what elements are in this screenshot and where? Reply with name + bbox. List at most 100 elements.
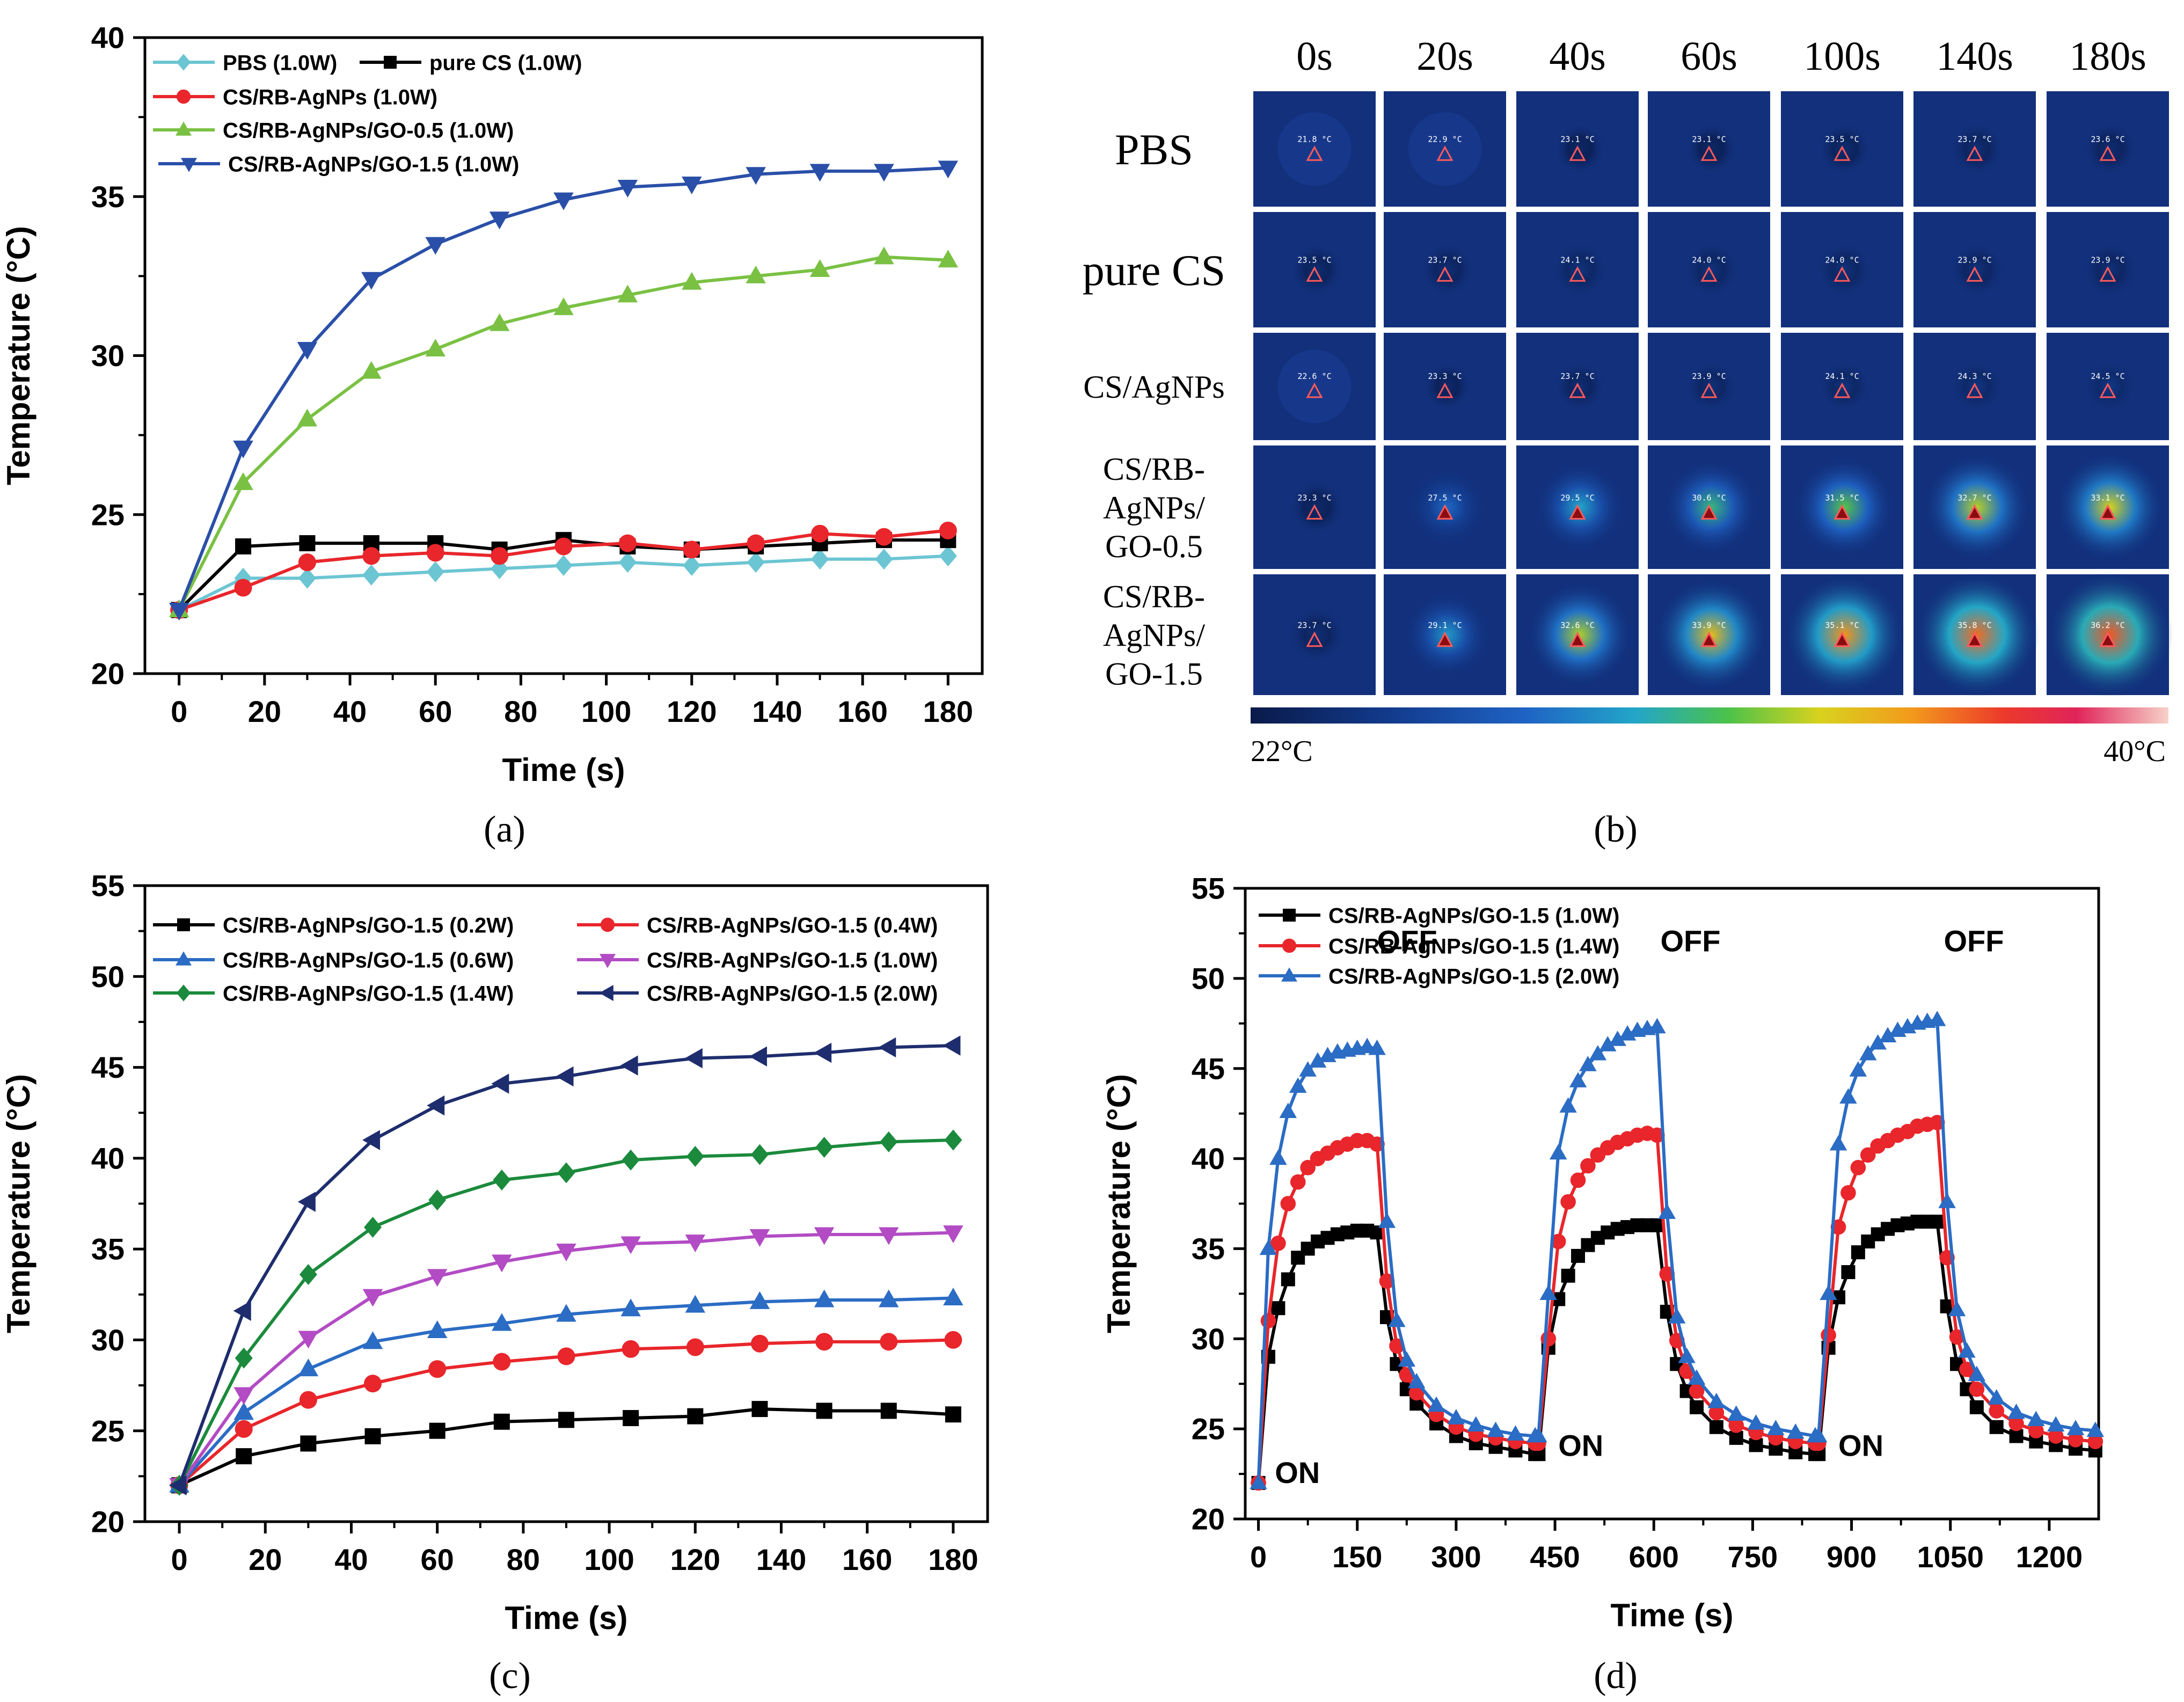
data-point: [1969, 1400, 1984, 1414]
temperature-readout: 29.1 °C: [1428, 620, 1462, 630]
data-point: [811, 549, 829, 570]
series-cs-rb-agnps-go-1-5-1-0w: [169, 1225, 963, 1496]
temperature-readout: 32.6 °C: [1560, 620, 1594, 630]
legend: CS/RB-AgNPs/GO-1.5 (1.0W) CS/RB-AgNPs/GO-…: [1259, 904, 1619, 988]
data-point: [1447, 1409, 1465, 1425]
y-tick-label: 50: [91, 960, 125, 994]
legend-label: CS/RB-AgNPs/GO-1.5 (1.4W): [223, 982, 514, 1005]
data-point: [939, 545, 957, 567]
temperature-readout: 22.6 °C: [1297, 371, 1331, 381]
data-point: [814, 1289, 835, 1307]
temperature-readout: 24.3 °C: [1957, 371, 1991, 381]
thermal-cell: 24.1 °C: [1781, 333, 1903, 440]
thermal-hotspot: [1685, 360, 1738, 413]
thermal-cell: 29.5 °C: [1516, 445, 1639, 569]
temperature-readout: 23.3 °C: [1297, 493, 1331, 503]
data-point: [361, 361, 382, 379]
row-label: pure CS: [1083, 246, 1226, 295]
data-point: [1569, 1072, 1587, 1087]
data-point: [2066, 1420, 2085, 1435]
data-point: [489, 313, 510, 331]
data-point: [1678, 1347, 1696, 1363]
data-point: [233, 440, 253, 458]
data-point: [299, 535, 316, 552]
legend-marker: [176, 54, 191, 71]
legend-marker: [1283, 909, 1296, 922]
temperature-readout: 23.5 °C: [1825, 134, 1859, 144]
data-point: [557, 1347, 575, 1365]
legend: PBS (1.0W) pure CS (1.0W) CS/RB-AgNPs (1.0…: [153, 51, 582, 176]
measure-marker: [1436, 631, 1453, 647]
legend-label: CS/RB-AgNPs/GO-1.5 (1.0W): [1328, 904, 1619, 927]
row-label: GO-0.5: [1105, 529, 1203, 564]
data-point: [2008, 1415, 2024, 1431]
temperature-readout: 31.5 °C: [1825, 493, 1859, 503]
x-tick-label: 180: [923, 695, 973, 728]
data-point: [1281, 1272, 1295, 1287]
thermal-cell: 33.9 °C: [1648, 574, 1770, 695]
data-point: [620, 1298, 641, 1317]
temperature-readout: 30.6 °C: [1692, 493, 1726, 503]
data-point: [1530, 1427, 1547, 1443]
data-point: [1280, 1196, 1296, 1211]
x-tick-label: 900: [1827, 1540, 1876, 1574]
data-point: [1988, 1389, 2005, 1405]
measure-marker: [1306, 382, 1323, 398]
measure-marker: [1569, 266, 1586, 282]
data-point: [1969, 1381, 1985, 1397]
legend-marker: [384, 56, 397, 69]
x-axis-label: Time (s): [502, 752, 625, 788]
data-point: [878, 1037, 896, 1058]
data-point: [809, 259, 830, 277]
x-tick-label: 160: [842, 1543, 892, 1576]
data-point: [1729, 1430, 1743, 1445]
y-tick-label: 30: [91, 339, 125, 372]
data-point: [749, 1046, 767, 1067]
temperature-readout: 23.3 °C: [1428, 371, 1462, 381]
temperature-readout: 23.7 °C: [1957, 134, 1991, 144]
data-point: [683, 540, 701, 559]
data-point: [427, 1269, 448, 1287]
temperature-readout: 23.5 °C: [1297, 255, 1331, 265]
data-point: [554, 537, 573, 556]
data-point: [687, 1408, 704, 1425]
thermal-hotspot: [1420, 242, 1475, 297]
temperature-readout: 23.9 °C: [1957, 255, 1991, 265]
measure-marker: [1966, 266, 1983, 282]
data-point: [622, 1340, 640, 1358]
temperature-readout: 23.7 °C: [1297, 620, 1331, 630]
series-cs-rb-agnps-go-1-5-1-0w: [169, 160, 959, 620]
thermal-cell: 30.6 °C: [1648, 445, 1770, 569]
data-point: [1949, 1329, 1965, 1345]
measure-marker: [1569, 631, 1586, 647]
measure-marker: [1966, 145, 1983, 161]
data-point: [427, 1320, 448, 1338]
row-label: AgNPs/: [1103, 618, 1205, 653]
data-point: [489, 211, 510, 230]
legend-marker: [176, 984, 191, 1002]
panel-b-label: (b): [1594, 809, 1638, 850]
data-point: [682, 177, 702, 195]
data-point: [880, 1333, 898, 1351]
data-point: [814, 1042, 832, 1063]
row-label: CS/RB-: [1103, 451, 1205, 487]
series-cs-rb-agnps-go-1-5-2-0w: [169, 1035, 961, 1496]
y-tick-label: 55: [91, 869, 125, 903]
data-point: [297, 1192, 316, 1212]
temperature-readout: 21.8 °C: [1297, 134, 1331, 144]
data-point: [234, 579, 252, 597]
data-point: [1959, 1362, 1975, 1377]
legend-label: CS/RB-AgNPs/GO-1.5 (2.0W): [1328, 965, 1619, 988]
data-point: [1271, 1301, 1285, 1316]
data-point: [297, 342, 318, 360]
data-point: [814, 1227, 835, 1245]
data-point: [618, 552, 637, 573]
series-cs-rb-agnps-go-1-5-0-2w: [171, 1401, 961, 1494]
x-tick-label: 0: [171, 695, 187, 728]
data-point: [879, 1289, 899, 1307]
data-point: [1378, 1212, 1396, 1228]
data-point: [1850, 1160, 1866, 1175]
thermal-cell: 23.3 °C: [1384, 333, 1506, 440]
data-point: [1300, 1160, 1316, 1175]
